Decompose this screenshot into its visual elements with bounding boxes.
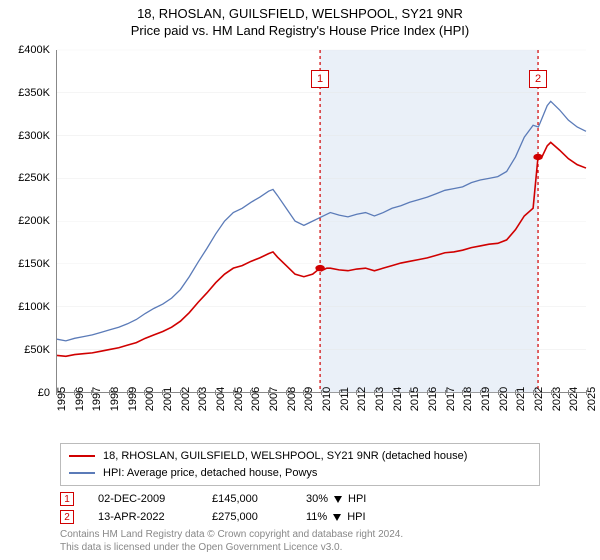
x-tick-label: 2023	[551, 387, 563, 411]
transaction-diff-pct: 30%	[306, 493, 328, 505]
x-tick-label: 2006	[250, 387, 262, 411]
x-tick-label: 2015	[409, 387, 421, 411]
x-tick-label: 2016	[427, 387, 439, 411]
legend-label: HPI: Average price, detached house, Powy…	[103, 465, 317, 482]
plot-svg	[57, 50, 586, 392]
transaction-row: 1 02-DEC-2009 £145,000 30% HPI	[60, 490, 540, 508]
legend-swatch	[69, 455, 95, 457]
y-tick-label: £0	[38, 387, 50, 399]
x-tick-label: 1999	[127, 387, 139, 411]
legend-label: 18, RHOSLAN, GUILSFIELD, WELSHPOOL, SY21…	[103, 448, 467, 465]
x-tick-label: 2010	[321, 387, 333, 411]
x-axis-ticks: 1995199619971998199920002001200220032004…	[56, 395, 586, 441]
x-tick-label: 2000	[144, 387, 156, 411]
x-tick-label: 2020	[498, 387, 510, 411]
legend-item: HPI: Average price, detached house, Powy…	[69, 465, 531, 482]
y-tick-label: £50K	[24, 344, 50, 356]
x-tick-label: 2002	[180, 387, 192, 411]
legend-item: 18, RHOSLAN, GUILSFIELD, WELSHPOOL, SY21…	[69, 448, 531, 465]
transaction-diff: 30% HPI	[306, 493, 366, 505]
marker-label: 2	[529, 70, 547, 88]
x-tick-label: 2022	[533, 387, 545, 411]
footer-line1: Contains HM Land Registry data © Crown c…	[60, 528, 540, 541]
transaction-diff: 11% HPI	[306, 511, 366, 523]
marker-label: 1	[311, 70, 329, 88]
x-tick-label: 2025	[586, 387, 598, 411]
y-tick-label: £300K	[18, 130, 50, 142]
title-subtitle: Price paid vs. HM Land Registry's House …	[0, 23, 600, 40]
transaction-marker: 2	[60, 510, 74, 524]
y-axis-ticks: £0£50K£100K£150K£200K£250K£300K£350K£400…	[8, 50, 54, 393]
x-tick-label: 1998	[109, 387, 121, 411]
x-tick-label: 2008	[286, 387, 298, 411]
x-tick-label: 2005	[233, 387, 245, 411]
legend-swatch	[69, 472, 95, 474]
x-tick-label: 1997	[91, 387, 103, 411]
x-tick-label: 2001	[162, 387, 174, 411]
transaction-price: £275,000	[212, 511, 282, 523]
transaction-marker: 1	[60, 492, 74, 506]
x-tick-label: 1996	[74, 387, 86, 411]
footer-line2: This data is licensed under the Open Gov…	[60, 541, 540, 554]
x-tick-label: 2019	[480, 387, 492, 411]
transaction-date: 13-APR-2022	[98, 511, 188, 523]
arrow-down-icon	[333, 514, 341, 521]
transaction-date: 02-DEC-2009	[98, 493, 188, 505]
titles: 18, RHOSLAN, GUILSFIELD, WELSHPOOL, SY21…	[0, 0, 600, 40]
x-tick-label: 1995	[56, 387, 68, 411]
chart-container: 18, RHOSLAN, GUILSFIELD, WELSHPOOL, SY21…	[0, 0, 600, 560]
plot-area: 12	[56, 50, 586, 393]
transaction-price: £145,000	[212, 493, 282, 505]
x-tick-label: 2012	[356, 387, 368, 411]
x-tick-label: 2007	[268, 387, 280, 411]
title-address: 18, RHOSLAN, GUILSFIELD, WELSHPOOL, SY21…	[0, 6, 600, 23]
y-tick-label: £350K	[18, 87, 50, 99]
x-tick-label: 2021	[515, 387, 527, 411]
footer-attribution: Contains HM Land Registry data © Crown c…	[60, 528, 540, 554]
y-tick-label: £400K	[18, 44, 50, 56]
x-tick-label: 2014	[392, 387, 404, 411]
x-tick-label: 2017	[445, 387, 457, 411]
transaction-diff-ref: HPI	[348, 493, 366, 505]
y-tick-label: £200K	[18, 215, 50, 227]
x-tick-label: 2003	[197, 387, 209, 411]
x-tick-label: 2013	[374, 387, 386, 411]
x-tick-label: 2018	[462, 387, 474, 411]
chart-area: £0 £50K £100K £150K £200K £250K £300K £350K £400…	[8, 44, 592, 441]
y-tick-label: £250K	[18, 172, 50, 184]
x-tick-label: 2024	[568, 387, 580, 411]
legend: 18, RHOSLAN, GUILSFIELD, WELSHPOOL, SY21…	[60, 443, 540, 486]
y-tick-label: £150K	[18, 258, 50, 270]
x-tick-label: 2004	[215, 387, 227, 411]
y-tick-label: £100K	[18, 301, 50, 313]
arrow-down-icon	[334, 496, 342, 503]
transaction-diff-pct: 11%	[306, 511, 327, 523]
transactions-table: 1 02-DEC-2009 £145,000 30% HPI 2 13-APR-2022 £2…	[60, 490, 540, 526]
transaction-row: 2 13-APR-2022 £275,000 11% HPI	[60, 508, 540, 526]
x-tick-label: 2011	[339, 387, 351, 411]
transaction-diff-ref: HPI	[347, 511, 365, 523]
x-tick-label: 2009	[303, 387, 315, 411]
